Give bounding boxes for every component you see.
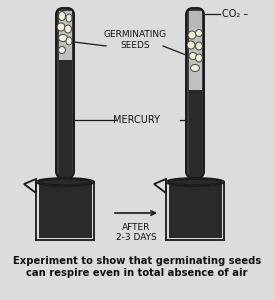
Ellipse shape [66, 37, 72, 45]
Polygon shape [154, 179, 166, 193]
Text: AFTER
2-3 DAYS: AFTER 2-3 DAYS [116, 223, 156, 242]
Text: GERMINATING
SEEDS: GERMINATING SEEDS [104, 30, 167, 50]
FancyBboxPatch shape [56, 8, 74, 178]
Ellipse shape [64, 25, 72, 33]
Ellipse shape [196, 29, 202, 37]
Ellipse shape [196, 54, 202, 62]
Ellipse shape [189, 52, 197, 59]
Bar [189, 90, 201, 178]
Bar [189, 11, 201, 28]
Ellipse shape [59, 34, 67, 41]
Ellipse shape [166, 178, 224, 186]
Polygon shape [24, 179, 36, 193]
FancyBboxPatch shape [186, 8, 204, 178]
Bar [169, 182, 221, 238]
Ellipse shape [59, 46, 65, 53]
Bar [189, 11, 201, 90]
Text: MERCURY: MERCURY [113, 115, 161, 125]
Bar [59, 11, 72, 60]
Ellipse shape [188, 31, 196, 39]
Ellipse shape [59, 11, 65, 20]
Bar [59, 60, 72, 178]
Text: Experiment to show that germinating seeds
can respire even in total absence of a: Experiment to show that germinating seed… [13, 256, 261, 278]
Ellipse shape [190, 64, 199, 71]
Ellipse shape [196, 42, 202, 50]
Ellipse shape [39, 179, 92, 185]
Text: CO₂ –: CO₂ – [222, 9, 248, 19]
Bar [39, 182, 92, 238]
Ellipse shape [57, 23, 65, 31]
Ellipse shape [187, 41, 195, 49]
Ellipse shape [66, 14, 72, 22]
Ellipse shape [169, 179, 221, 185]
Ellipse shape [36, 178, 94, 186]
